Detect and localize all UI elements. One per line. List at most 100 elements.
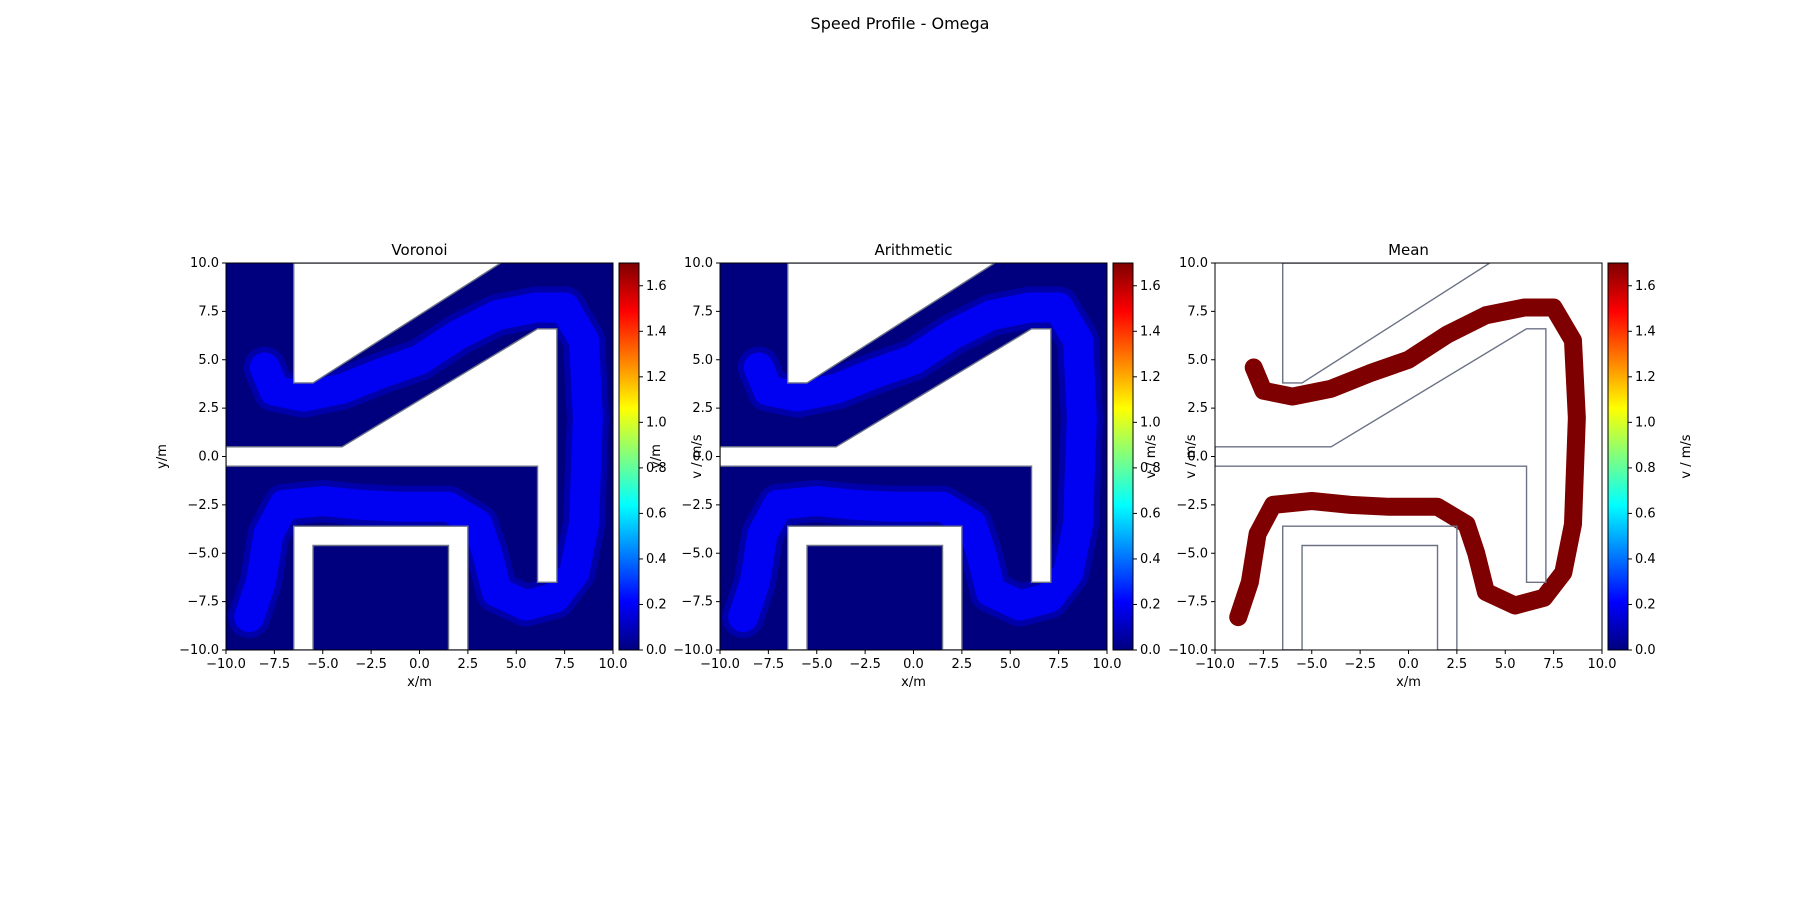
y-tick-label: −10.0 [673, 643, 713, 658]
colorbar-tick-label: 0.2 [1140, 597, 1161, 612]
colorbar-tick-label: 1.6 [1635, 279, 1656, 294]
colorbar-tick-label: 1.6 [1140, 279, 1161, 294]
colorbar-tick-label: 1.4 [1140, 324, 1161, 339]
y-tick-label: 10.0 [684, 256, 713, 271]
x-tick-label: 10.0 [599, 657, 628, 672]
x-tick-label: 2.5 [458, 657, 479, 672]
x-axis-label: x/m [1396, 675, 1421, 690]
colorbar-tick-label: 0.0 [1635, 643, 1656, 658]
obstacle [720, 328, 1052, 583]
y-tick-label: −7.5 [681, 595, 713, 610]
obstacle [226, 328, 558, 583]
path-band [234, 292, 603, 633]
colorbar-tick-label: 1.4 [1635, 324, 1656, 339]
y-axis-label: v / m/s [1144, 434, 1159, 478]
y-tick-label: −2.5 [681, 498, 713, 513]
x-tick-label: 0.0 [409, 657, 430, 672]
x-tick-label: 7.5 [1048, 657, 1069, 672]
path-band [728, 292, 1097, 633]
colorbar-tick-label: 1.6 [646, 279, 667, 294]
y-tick-label: −10.0 [1168, 643, 1208, 658]
panel-arithmetic: −10.0 −7.5 −5.0 −2.5 0.0 2.5 5.0 7.5 10.0 −10.0 −7… [649, 241, 1199, 690]
y-tick-label: 7.5 [198, 304, 219, 319]
obstacle [1282, 263, 1492, 384]
plot-area [226, 263, 613, 650]
x-tick-label: −5.0 [307, 657, 339, 672]
y-tick-label: −5.0 [187, 546, 219, 561]
obstacle [293, 525, 469, 650]
heatmap-background [1215, 263, 1602, 650]
y-tick-label: −7.5 [1176, 595, 1208, 610]
y-tick-label: −2.5 [187, 498, 219, 513]
x-tick-label: 5.0 [1495, 657, 1516, 672]
obstacle [787, 263, 997, 384]
y-tick-label: 2.5 [198, 401, 219, 416]
y-tick-label: 0.0 [692, 450, 713, 465]
y-tick-label: −5.0 [681, 546, 713, 561]
colorbar-tick-label: 0.6 [1140, 506, 1161, 521]
colorbar-tick-label: 1.2 [646, 370, 667, 385]
colorbar-tick-label: 1.2 [1635, 370, 1656, 385]
x-tick-label: −7.5 [259, 657, 291, 672]
panel-title: Arithmetic [874, 241, 952, 259]
figure-title: Speed Profile - Omega [810, 14, 990, 33]
obstacle [1282, 525, 1458, 650]
y-tick-label: 10.0 [190, 256, 219, 271]
y-tick-label: 5.0 [1187, 353, 1208, 368]
x-tick-label: −2.5 [355, 657, 387, 672]
x-tick-label: 5.0 [1000, 657, 1021, 672]
x-tick-label: 10.0 [1588, 657, 1617, 672]
y-tick-label: −2.5 [1176, 498, 1208, 513]
x-tick-label: −5.0 [801, 657, 833, 672]
colorbar-tick-label: 0.8 [646, 461, 667, 476]
colorbar [618, 262, 640, 651]
colorbar-label: v / m/s [690, 434, 705, 478]
y-axis-label: y/m [649, 444, 664, 469]
y-tick-label: 5.0 [198, 353, 219, 368]
x-tick-label: 0.0 [903, 657, 924, 672]
x-tick-label: −2.5 [1344, 657, 1376, 672]
y-tick-label: 0.0 [198, 450, 219, 465]
obstacle [787, 525, 963, 650]
panel-voronoi: −10.0 −7.5 −5.0 −2.5 0.0 2.5 5.0 7.5 10.0 −10.0 −7… [155, 241, 705, 690]
x-tick-label: 10.0 [1093, 657, 1122, 672]
colorbar-tick-label: 1.2 [1140, 370, 1161, 385]
x-tick-label: 2.5 [952, 657, 973, 672]
x-tick-label: 7.5 [1543, 657, 1564, 672]
colorbar-tick-label: 0.2 [1635, 597, 1656, 612]
panel-title: Voronoi [391, 241, 447, 259]
colorbar-tick-label: 0.4 [646, 552, 667, 567]
colorbar-label: v / m/s [1679, 434, 1694, 478]
colorbar-tick-label: 0.4 [1140, 552, 1161, 567]
x-tick-label: −10.0 [700, 657, 740, 672]
colorbar-tick-label: 0.2 [646, 597, 667, 612]
plot-area [1215, 263, 1602, 650]
colorbar-tick-label: 0.4 [1635, 552, 1656, 567]
colorbar-tick-label: 0.8 [1635, 461, 1656, 476]
colorbar-tick-label: 0.6 [646, 506, 667, 521]
x-tick-label: 0.0 [1398, 657, 1419, 672]
y-tick-label: 7.5 [692, 304, 713, 319]
x-tick-label: 7.5 [554, 657, 575, 672]
panel-mean: −10.0 −7.5 −5.0 −2.5 0.0 2.5 5.0 7.5 10.0 −10.0 −7… [1144, 241, 1694, 690]
path-band [1229, 298, 1586, 627]
colorbar-tick-label: 0.0 [646, 643, 667, 658]
y-tick-label: 7.5 [1187, 304, 1208, 319]
x-tick-label: −10.0 [1195, 657, 1235, 672]
y-tick-label: 0.0 [1187, 450, 1208, 465]
x-axis-label: x/m [901, 675, 926, 690]
x-tick-label: 5.0 [506, 657, 527, 672]
y-tick-label: −7.5 [187, 595, 219, 610]
y-tick-label: −10.0 [179, 643, 219, 658]
x-tick-label: −10.0 [206, 657, 246, 672]
x-tick-label: −2.5 [849, 657, 881, 672]
y-tick-label: 10.0 [1179, 256, 1208, 271]
y-axis-label: y/m [155, 444, 170, 469]
y-tick-label: −5.0 [1176, 546, 1208, 561]
colorbar-label: v / m/s [1184, 434, 1199, 478]
obstacle [293, 263, 503, 384]
y-tick-label: 2.5 [1187, 401, 1208, 416]
x-tick-label: −7.5 [753, 657, 785, 672]
colorbar [1112, 262, 1134, 651]
